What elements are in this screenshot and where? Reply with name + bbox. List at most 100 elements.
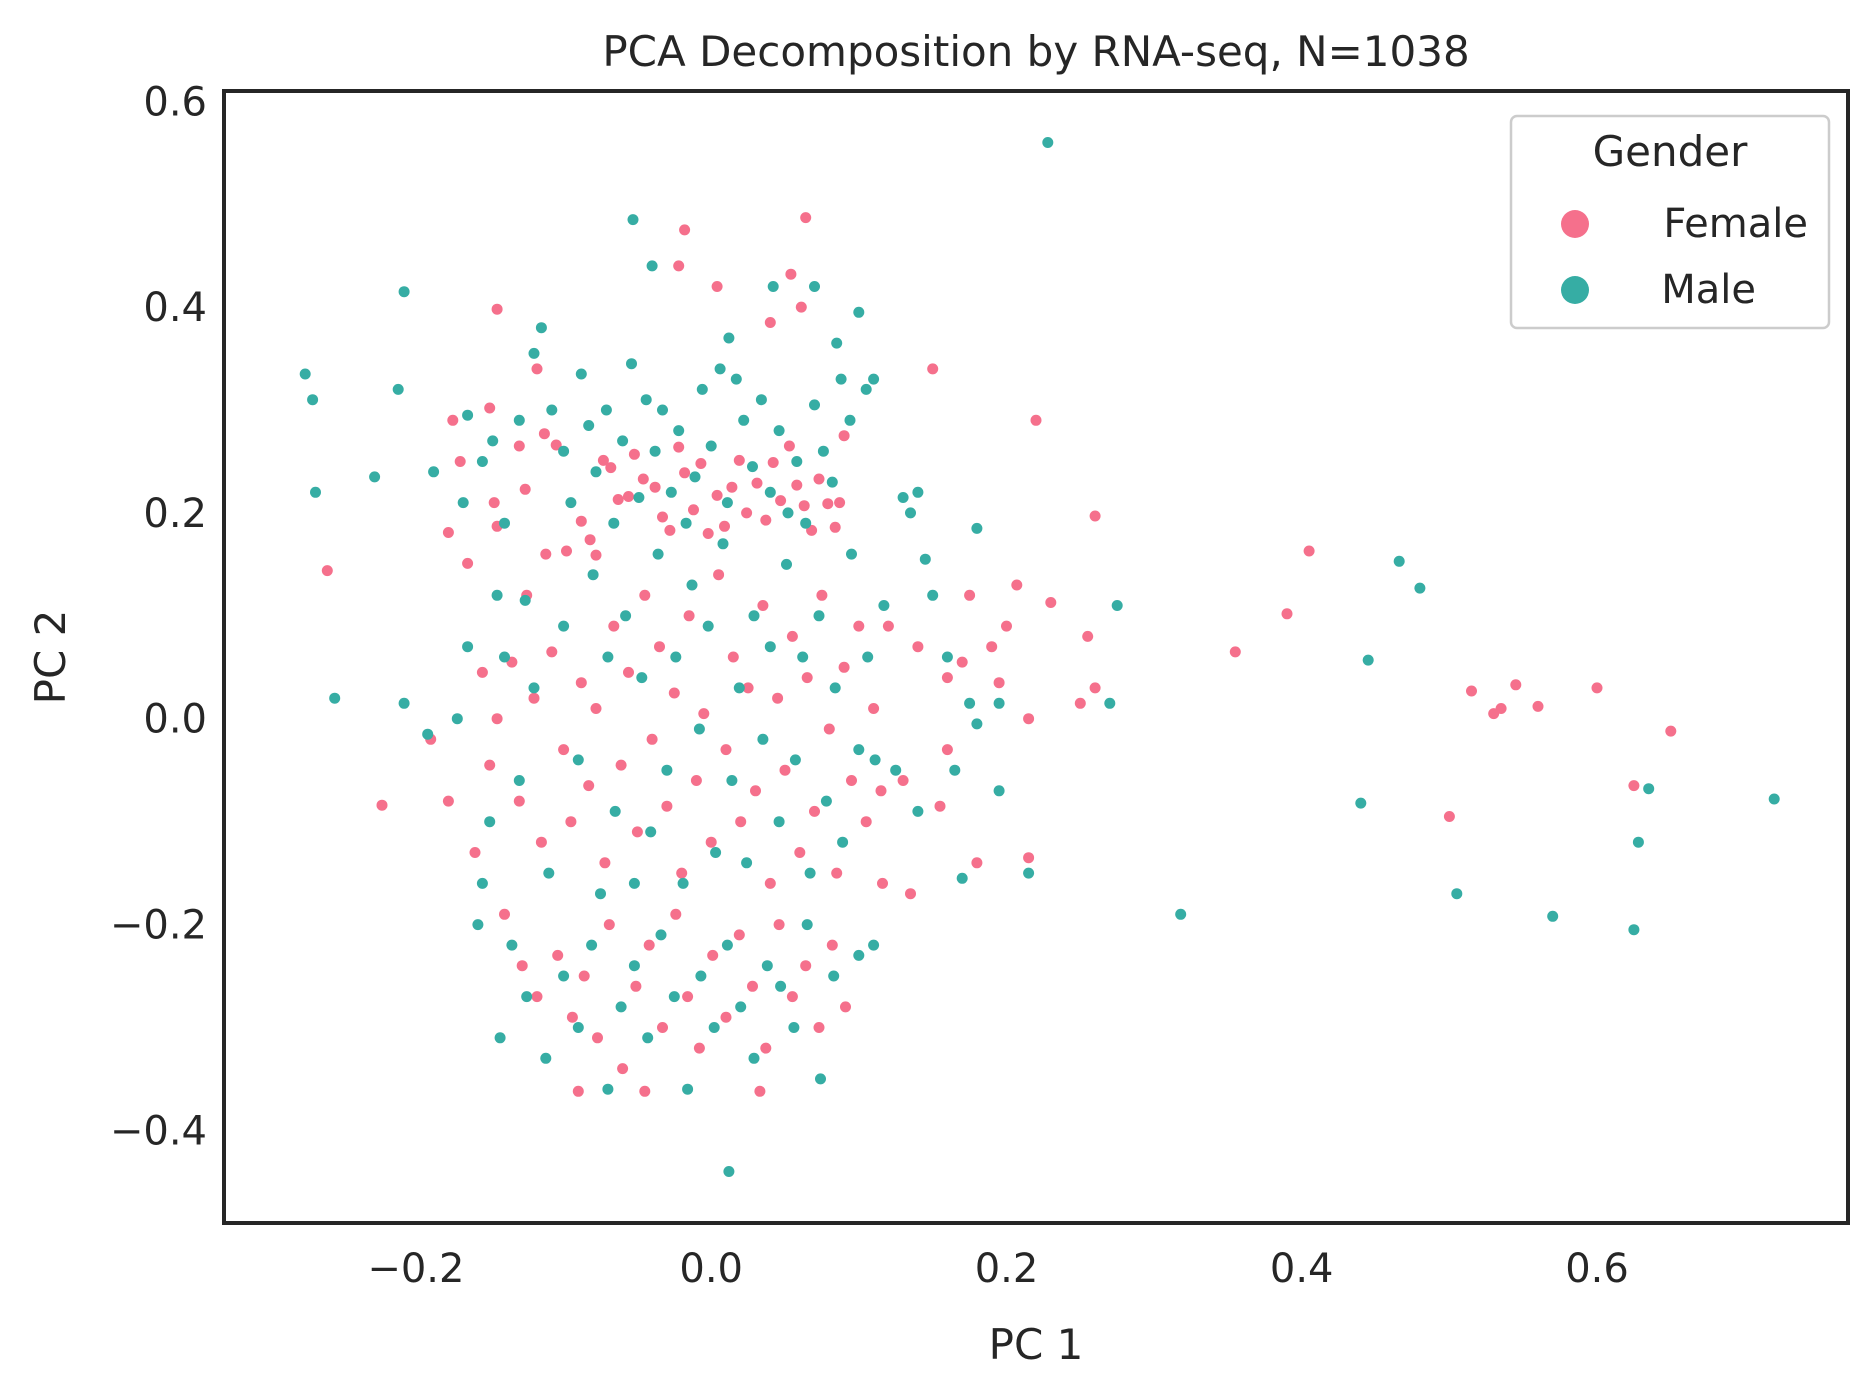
point-male-65 — [868, 373, 880, 385]
point-male-9 — [428, 466, 440, 478]
point-female-169 — [912, 641, 924, 653]
point-male-38 — [689, 471, 701, 483]
legend-label-female: Female — [1663, 201, 1808, 247]
point-male-147 — [655, 929, 667, 941]
point-female-19 — [597, 454, 609, 466]
point-male-50 — [791, 456, 803, 467]
point-female-178 — [540, 548, 552, 560]
point-male-164 — [890, 764, 902, 776]
point-male-11 — [462, 409, 474, 421]
point-female-153 — [1089, 682, 1101, 694]
point-female-151 — [1074, 697, 1086, 709]
point-male-82 — [1175, 908, 1187, 920]
point-male-140 — [558, 970, 570, 982]
point-female-164 — [1628, 780, 1640, 792]
point-female-158 — [1466, 685, 1477, 697]
point-male-66 — [897, 492, 909, 503]
x-tick-label: −0.2 — [367, 1246, 464, 1292]
point-female-51 — [484, 759, 496, 771]
point-male-119 — [741, 857, 753, 869]
point-male-148 — [668, 991, 680, 1003]
point-female-14 — [550, 439, 562, 451]
point-male-115 — [710, 847, 722, 858]
point-male-18 — [519, 594, 531, 606]
point-female-166 — [1023, 852, 1035, 864]
point-male-5 — [398, 286, 410, 298]
point-male-12 — [472, 919, 484, 931]
point-female-148 — [1023, 713, 1035, 725]
point-male-72 — [956, 872, 968, 884]
point-male-110 — [670, 651, 682, 663]
point-male-99 — [572, 754, 584, 766]
point-female-122 — [786, 991, 798, 1003]
point-female-103 — [531, 991, 543, 1003]
point-female-22 — [623, 491, 634, 502]
point-female-89 — [801, 672, 813, 684]
point-male-136 — [878, 600, 890, 611]
point-female-112 — [657, 1022, 668, 1033]
point-female-21 — [612, 494, 624, 505]
point-female-157 — [1443, 811, 1455, 822]
point-female-81 — [742, 682, 754, 694]
point-male-152 — [721, 939, 733, 951]
point-male-158 — [801, 919, 813, 931]
point-female-56 — [546, 646, 558, 658]
point-female-146 — [1011, 579, 1023, 591]
point-male-122 — [764, 641, 776, 653]
point-female-115 — [693, 1042, 705, 1054]
point-female-130 — [679, 224, 691, 236]
point-male-13 — [476, 456, 488, 467]
legend-marker-male — [1561, 276, 1589, 304]
point-male-84 — [1362, 654, 1374, 666]
legend-title: Gender — [1593, 127, 1749, 176]
point-male-125 — [789, 754, 801, 766]
point-female-13 — [538, 428, 550, 440]
point-male-25 — [583, 420, 595, 431]
point-male-73 — [964, 697, 976, 709]
point-male-149 — [682, 1083, 694, 1095]
point-female-88 — [794, 847, 806, 858]
point-male-68 — [919, 553, 931, 565]
point-female-118 — [733, 929, 745, 941]
point-male-167 — [476, 877, 488, 889]
point-female-37 — [741, 507, 753, 519]
point-male-26 — [590, 466, 602, 478]
y-tick-label: −0.2 — [110, 903, 207, 949]
point-male-60 — [767, 281, 779, 292]
point-male-56 — [844, 414, 856, 426]
point-male-138 — [521, 991, 533, 1003]
point-male-80 — [1104, 697, 1116, 709]
point-male-71 — [949, 764, 961, 776]
point-female-116 — [707, 949, 719, 961]
point-male-23 — [565, 497, 577, 509]
point-male-37 — [680, 517, 692, 529]
point-female-108 — [603, 919, 615, 931]
point-male-116 — [717, 538, 729, 550]
x-tick-label: 0.4 — [1270, 1246, 1334, 1292]
point-female-17 — [584, 534, 596, 546]
point-male-61 — [809, 281, 820, 292]
point-female-134 — [785, 268, 797, 280]
point-male-1 — [307, 394, 319, 406]
point-female-69 — [654, 641, 665, 653]
point-female-162 — [1532, 700, 1544, 712]
point-female-71 — [668, 687, 680, 699]
point-female-109 — [617, 1063, 629, 1075]
point-male-67 — [912, 486, 924, 498]
point-male-6 — [392, 383, 404, 395]
point-male-109 — [661, 764, 673, 776]
point-female-172 — [971, 857, 983, 869]
point-female-23 — [628, 448, 640, 460]
point-female-46 — [813, 473, 825, 485]
point-male-86 — [1414, 582, 1426, 594]
point-male-59 — [723, 332, 735, 344]
point-female-152 — [1089, 510, 1101, 522]
point-female-50 — [491, 713, 503, 725]
point-male-90 — [1632, 836, 1644, 848]
point-male-165 — [905, 507, 916, 519]
point-female-70 — [661, 800, 673, 812]
legend-label-male: Male — [1661, 267, 1756, 313]
point-male-17 — [513, 414, 525, 426]
